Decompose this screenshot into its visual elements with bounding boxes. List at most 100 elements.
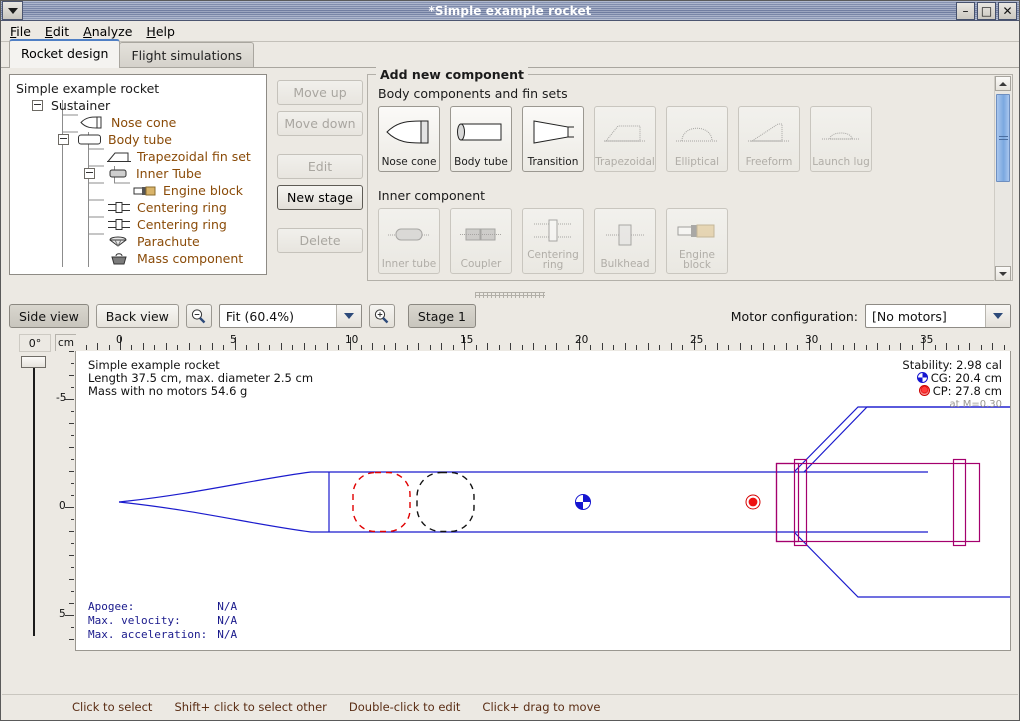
rotation-slider-knob[interactable]	[21, 356, 46, 368]
body-components-label: Body components and fin sets	[378, 86, 568, 101]
scrollbar-thumb[interactable]	[996, 94, 1010, 182]
move-down-button[interactable]: Move down	[277, 111, 363, 136]
add-transition-label: Transition	[527, 156, 579, 168]
maximize-button[interactable]: □	[977, 1, 996, 20]
component-tree[interactable]: Simple example rocket Sustainer Nose con…	[9, 74, 267, 275]
rocket-drawing[interactable]	[76, 351, 1011, 650]
zoom-in-icon[interactable]	[368, 304, 395, 328]
tab-strip: Rocket design Flight simulations	[1, 39, 1019, 68]
stage-1-button[interactable]: Stage 1	[407, 304, 476, 328]
zoom-out-icon[interactable]	[185, 304, 212, 328]
tab-flight-simulations[interactable]: Flight simulations	[119, 42, 255, 68]
add-centering-ring-button[interactable]: Centering ring	[522, 208, 584, 274]
add-nose-cone-button[interactable]: Nose cone	[378, 106, 440, 172]
engine-block-icon	[132, 184, 158, 197]
body-tube-icon	[77, 133, 103, 146]
tree-action-buttons: Move up Move down Edit New stage Delete	[277, 74, 363, 289]
tree-item-nose-cone[interactable]: Nose cone	[78, 114, 176, 131]
edit-button[interactable]: Edit	[277, 154, 363, 179]
status-bar: Click to select Shift+ click to select o…	[2, 694, 1018, 719]
add-coupler-button[interactable]: Coupler	[450, 208, 512, 274]
tree-item-trapezoidal-fin-set[interactable]: Trapezoidal fin set	[104, 148, 251, 165]
add-freeform-fin-button[interactable]: Freeform	[738, 106, 800, 172]
hint-shift-click: Shift+ click to select other	[174, 700, 327, 714]
split-grip-icon	[475, 292, 545, 298]
tree-item-sustainer[interactable]: Sustainer	[32, 97, 110, 114]
engine-block-icon	[667, 209, 727, 250]
body-tube-icon	[451, 107, 511, 157]
tree-item-root[interactable]: Simple example rocket	[16, 81, 160, 96]
rocket-canvas[interactable]: Simple example rocket Length 37.5 cm, ma…	[76, 351, 1011, 651]
add-engine-block-label: Engine block	[679, 249, 715, 271]
trapezoidal-fin-icon	[595, 107, 655, 157]
zoom-level-value: Fit (60.4%)	[225, 308, 294, 324]
scrollbar-track[interactable]	[995, 91, 1011, 266]
tree-item-mass-component[interactable]: Mass component	[104, 250, 243, 267]
add-engine-block-button[interactable]: Engine block	[666, 208, 728, 274]
chevron-down-icon[interactable]	[335, 305, 361, 327]
tree-item-engine-block[interactable]: Engine block	[130, 182, 243, 199]
apogee-value: N/A	[217, 600, 238, 613]
add-elliptical-fin-label: Elliptical	[674, 156, 720, 168]
delete-button[interactable]: Delete	[277, 228, 363, 253]
tree-toggle-body-tube[interactable]	[58, 134, 69, 145]
minimize-button[interactable]: –	[956, 1, 975, 20]
tree-item-centering-ring-1[interactable]: Centering ring	[104, 199, 227, 216]
add-inner-tube-button[interactable]: Inner tube	[378, 208, 440, 274]
add-transition-button[interactable]: Transition	[522, 106, 584, 172]
h-ruler-label-2: 10	[345, 334, 359, 346]
mach-number: at M=0.30	[949, 399, 1003, 410]
scroll-down-icon[interactable]	[995, 266, 1011, 281]
cp-marker-icon	[745, 494, 761, 510]
rotation-slider[interactable]	[21, 356, 47, 636]
zoom-level-combo[interactable]: Fit (60.4%)	[218, 304, 362, 328]
centering-ring-icon	[523, 209, 583, 250]
cg-marker-icon	[916, 372, 928, 383]
h-ruler-label-0: 0	[116, 334, 123, 346]
component-panel-scrollbar[interactable]	[994, 76, 1011, 281]
centering-ring-icon	[106, 218, 132, 231]
add-launch-lug-button[interactable]: Launch lug	[810, 106, 872, 172]
add-nose-cone-label: Nose cone	[381, 156, 437, 168]
v-ruler-label-1: 0	[59, 500, 66, 512]
menu-item-file[interactable]: FFileile	[10, 23, 31, 39]
split-pane-divider[interactable]	[9, 289, 1011, 301]
menu-item-help[interactable]: Help	[146, 23, 175, 39]
scroll-up-icon[interactable]	[995, 76, 1011, 91]
motor-configuration-combo[interactable]: [No motors]	[865, 304, 1011, 328]
tree-item-body-tube[interactable]: Body tube	[58, 131, 172, 148]
add-bulkhead-label: Bulkhead	[600, 258, 650, 270]
motor-configuration-value: [No motors]	[872, 308, 947, 324]
chevron-down-icon[interactable]	[985, 305, 1010, 327]
cg-marker-icon	[575, 494, 591, 510]
close-button[interactable]: ✕	[998, 1, 1017, 20]
menu-item-edit[interactable]: Edit	[44, 23, 70, 39]
max-velocity-label: Max. velocity:	[88, 614, 181, 627]
menu-item-analyze[interactable]: Analyze	[83, 23, 133, 39]
side-view-button[interactable]: Side view	[9, 304, 89, 328]
back-view-button[interactable]: Back view	[95, 304, 179, 328]
tab-rocket-design[interactable]: Rocket design	[9, 39, 121, 68]
move-up-button[interactable]: Move up	[277, 80, 363, 105]
add-elliptical-fin-button[interactable]: Elliptical	[666, 106, 728, 172]
tree-item-centering-ring-2[interactable]: Centering ring	[104, 216, 227, 233]
cg-row: CG: 20.4 cm	[902, 372, 1002, 385]
cp-row: CP: 27.8 cm	[902, 385, 1002, 398]
new-stage-button[interactable]: New stage	[277, 185, 363, 210]
inner-component-label: Inner component	[378, 188, 486, 203]
add-body-tube-button[interactable]: Body tube	[450, 106, 512, 172]
add-centering-ring-label: Centering ring	[527, 249, 579, 271]
add-coupler-label: Coupler	[460, 258, 502, 270]
flight-stat-row: Max. velocity: N/A	[88, 614, 237, 628]
rotation-angle-label: 0°	[19, 334, 51, 352]
add-trapezoidal-fin-button[interactable]: Trapezoidal	[594, 106, 656, 172]
v-ruler-label-0: -5	[56, 392, 67, 404]
tree-item-parachute[interactable]: Parachute	[104, 233, 200, 250]
tree-toggle-inner-tube[interactable]	[84, 168, 95, 179]
tree-toggle-sustainer[interactable]	[32, 100, 43, 111]
add-bulkhead-button[interactable]: Bulkhead	[594, 208, 656, 274]
cp-marker-icon	[918, 385, 930, 396]
design-mass: Mass with no motors 54.6 g	[88, 384, 248, 398]
window-menu-icon[interactable]	[2, 1, 23, 20]
tree-item-inner-tube[interactable]: Inner Tube	[84, 165, 202, 182]
